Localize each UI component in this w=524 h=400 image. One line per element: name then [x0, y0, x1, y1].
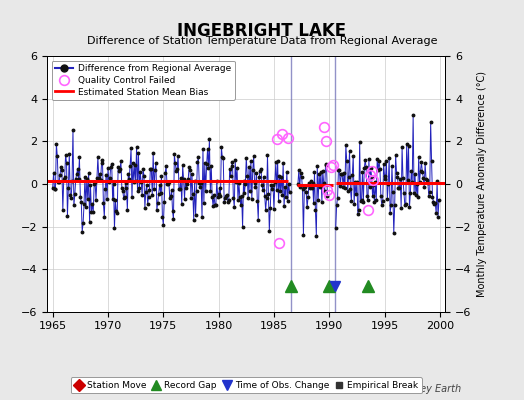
Text: INGEBRIGHT LAKE: INGEBRIGHT LAKE [178, 22, 346, 40]
Y-axis label: Monthly Temperature Anomaly Difference (°C): Monthly Temperature Anomaly Difference (… [477, 71, 487, 297]
Text: Difference of Station Temperature Data from Regional Average: Difference of Station Temperature Data f… [87, 36, 437, 46]
Legend: Station Move, Record Gap, Time of Obs. Change, Empirical Break: Station Move, Record Gap, Time of Obs. C… [71, 377, 422, 394]
Legend: Difference from Regional Average, Quality Control Failed, Estimated Station Mean: Difference from Regional Average, Qualit… [52, 60, 235, 100]
Text: Berkeley Earth: Berkeley Earth [389, 384, 461, 394]
